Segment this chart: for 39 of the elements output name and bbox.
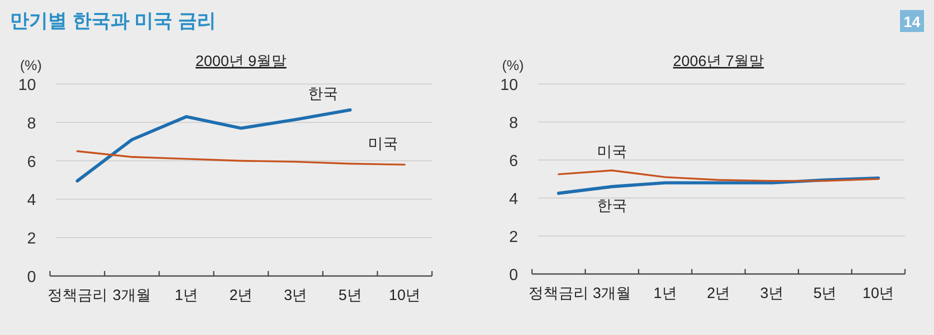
y-tick-label: 4 <box>27 192 36 210</box>
x-tick-label: 정책금리 <box>47 287 108 304</box>
x-tick-label: 1년 <box>654 285 677 302</box>
y-axis-title: (%) <box>20 57 42 73</box>
line-series <box>558 170 880 182</box>
x-tick-label: 3년 <box>760 285 784 302</box>
series-label: 한국 <box>308 86 338 103</box>
line-series <box>76 108 352 183</box>
text: 만기별 한국과 미국 금리 <box>10 11 216 32</box>
x-tick-label: 10년 <box>862 285 894 302</box>
x-tick-label: 5년 <box>338 287 362 304</box>
y-tick-label: 6 <box>509 153 518 170</box>
series-label: 한국 <box>596 198 627 215</box>
y-tick-label: 4 <box>509 191 518 208</box>
series-label: 미국 <box>596 143 627 160</box>
series-label: 미국 <box>368 135 398 152</box>
text: 14 <box>904 14 921 31</box>
y-tick-label: 10 <box>18 77 36 94</box>
x-tick-label: 3년 <box>284 287 308 304</box>
x-tick-label: 1년 <box>174 287 198 304</box>
chart-title: 2006년 7월말 <box>673 53 764 70</box>
y-axis-title: (%) <box>502 57 524 73</box>
x-tick-label: 2년 <box>706 285 730 302</box>
y-tick-label: 2 <box>27 230 36 248</box>
x-tick-label: 5년 <box>813 285 837 302</box>
y-tick-label: 10 <box>500 77 518 94</box>
x-tick-label: 정책금리 <box>528 285 589 302</box>
y-tick-label: 2 <box>509 229 518 246</box>
x-tick-label: 10년 <box>388 287 421 304</box>
y-tick-label: 0 <box>27 269 36 286</box>
y-tick-label: 6 <box>27 154 36 171</box>
chart-title: 2000년 9월말 <box>196 53 286 70</box>
y-tick-label: 8 <box>27 115 36 132</box>
x-tick-label: 3개월 <box>592 285 632 302</box>
y-tick-label: 8 <box>509 115 518 132</box>
y-tick-label: 0 <box>509 267 518 284</box>
line-series <box>76 150 406 166</box>
x-tick-label: 3개월 <box>112 287 152 304</box>
x-tick-label: 2년 <box>229 287 253 304</box>
